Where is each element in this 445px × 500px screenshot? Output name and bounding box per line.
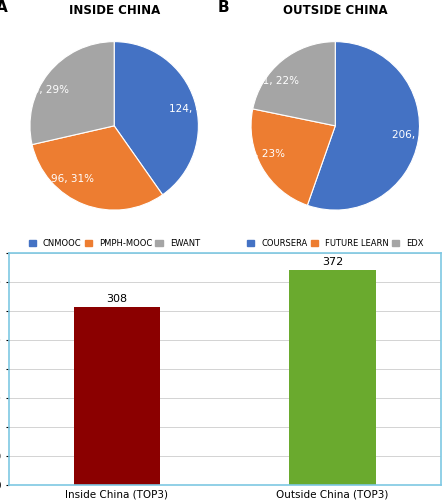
Title: INSIDE CHINA: INSIDE CHINA: [69, 4, 160, 16]
Legend: CNMOOC, PMPH-MOOC, EWANT: CNMOOC, PMPH-MOOC, EWANT: [28, 239, 200, 248]
Text: 81, 22%: 81, 22%: [256, 76, 299, 86]
Legend: COURSERA, FUTURE LEARN, EDX: COURSERA, FUTURE LEARN, EDX: [247, 239, 424, 248]
Text: 96, 31%: 96, 31%: [51, 174, 93, 184]
Title: OUTSIDE CHINA: OUTSIDE CHINA: [283, 4, 388, 16]
Text: 206, 55%: 206, 55%: [392, 130, 441, 140]
Wedge shape: [253, 42, 335, 126]
Wedge shape: [307, 42, 420, 210]
Bar: [74, 306, 160, 485]
Wedge shape: [114, 42, 198, 195]
Text: 124, 40%: 124, 40%: [169, 104, 218, 114]
Text: 88, 29%: 88, 29%: [26, 85, 69, 95]
Bar: [290, 270, 376, 485]
Wedge shape: [251, 109, 335, 206]
Text: A: A: [0, 0, 8, 14]
Wedge shape: [32, 126, 162, 210]
Wedge shape: [30, 42, 114, 144]
Text: 372: 372: [322, 257, 343, 267]
Text: 85, 23%: 85, 23%: [243, 149, 285, 159]
Text: 308: 308: [106, 294, 127, 304]
Text: B: B: [217, 0, 229, 14]
